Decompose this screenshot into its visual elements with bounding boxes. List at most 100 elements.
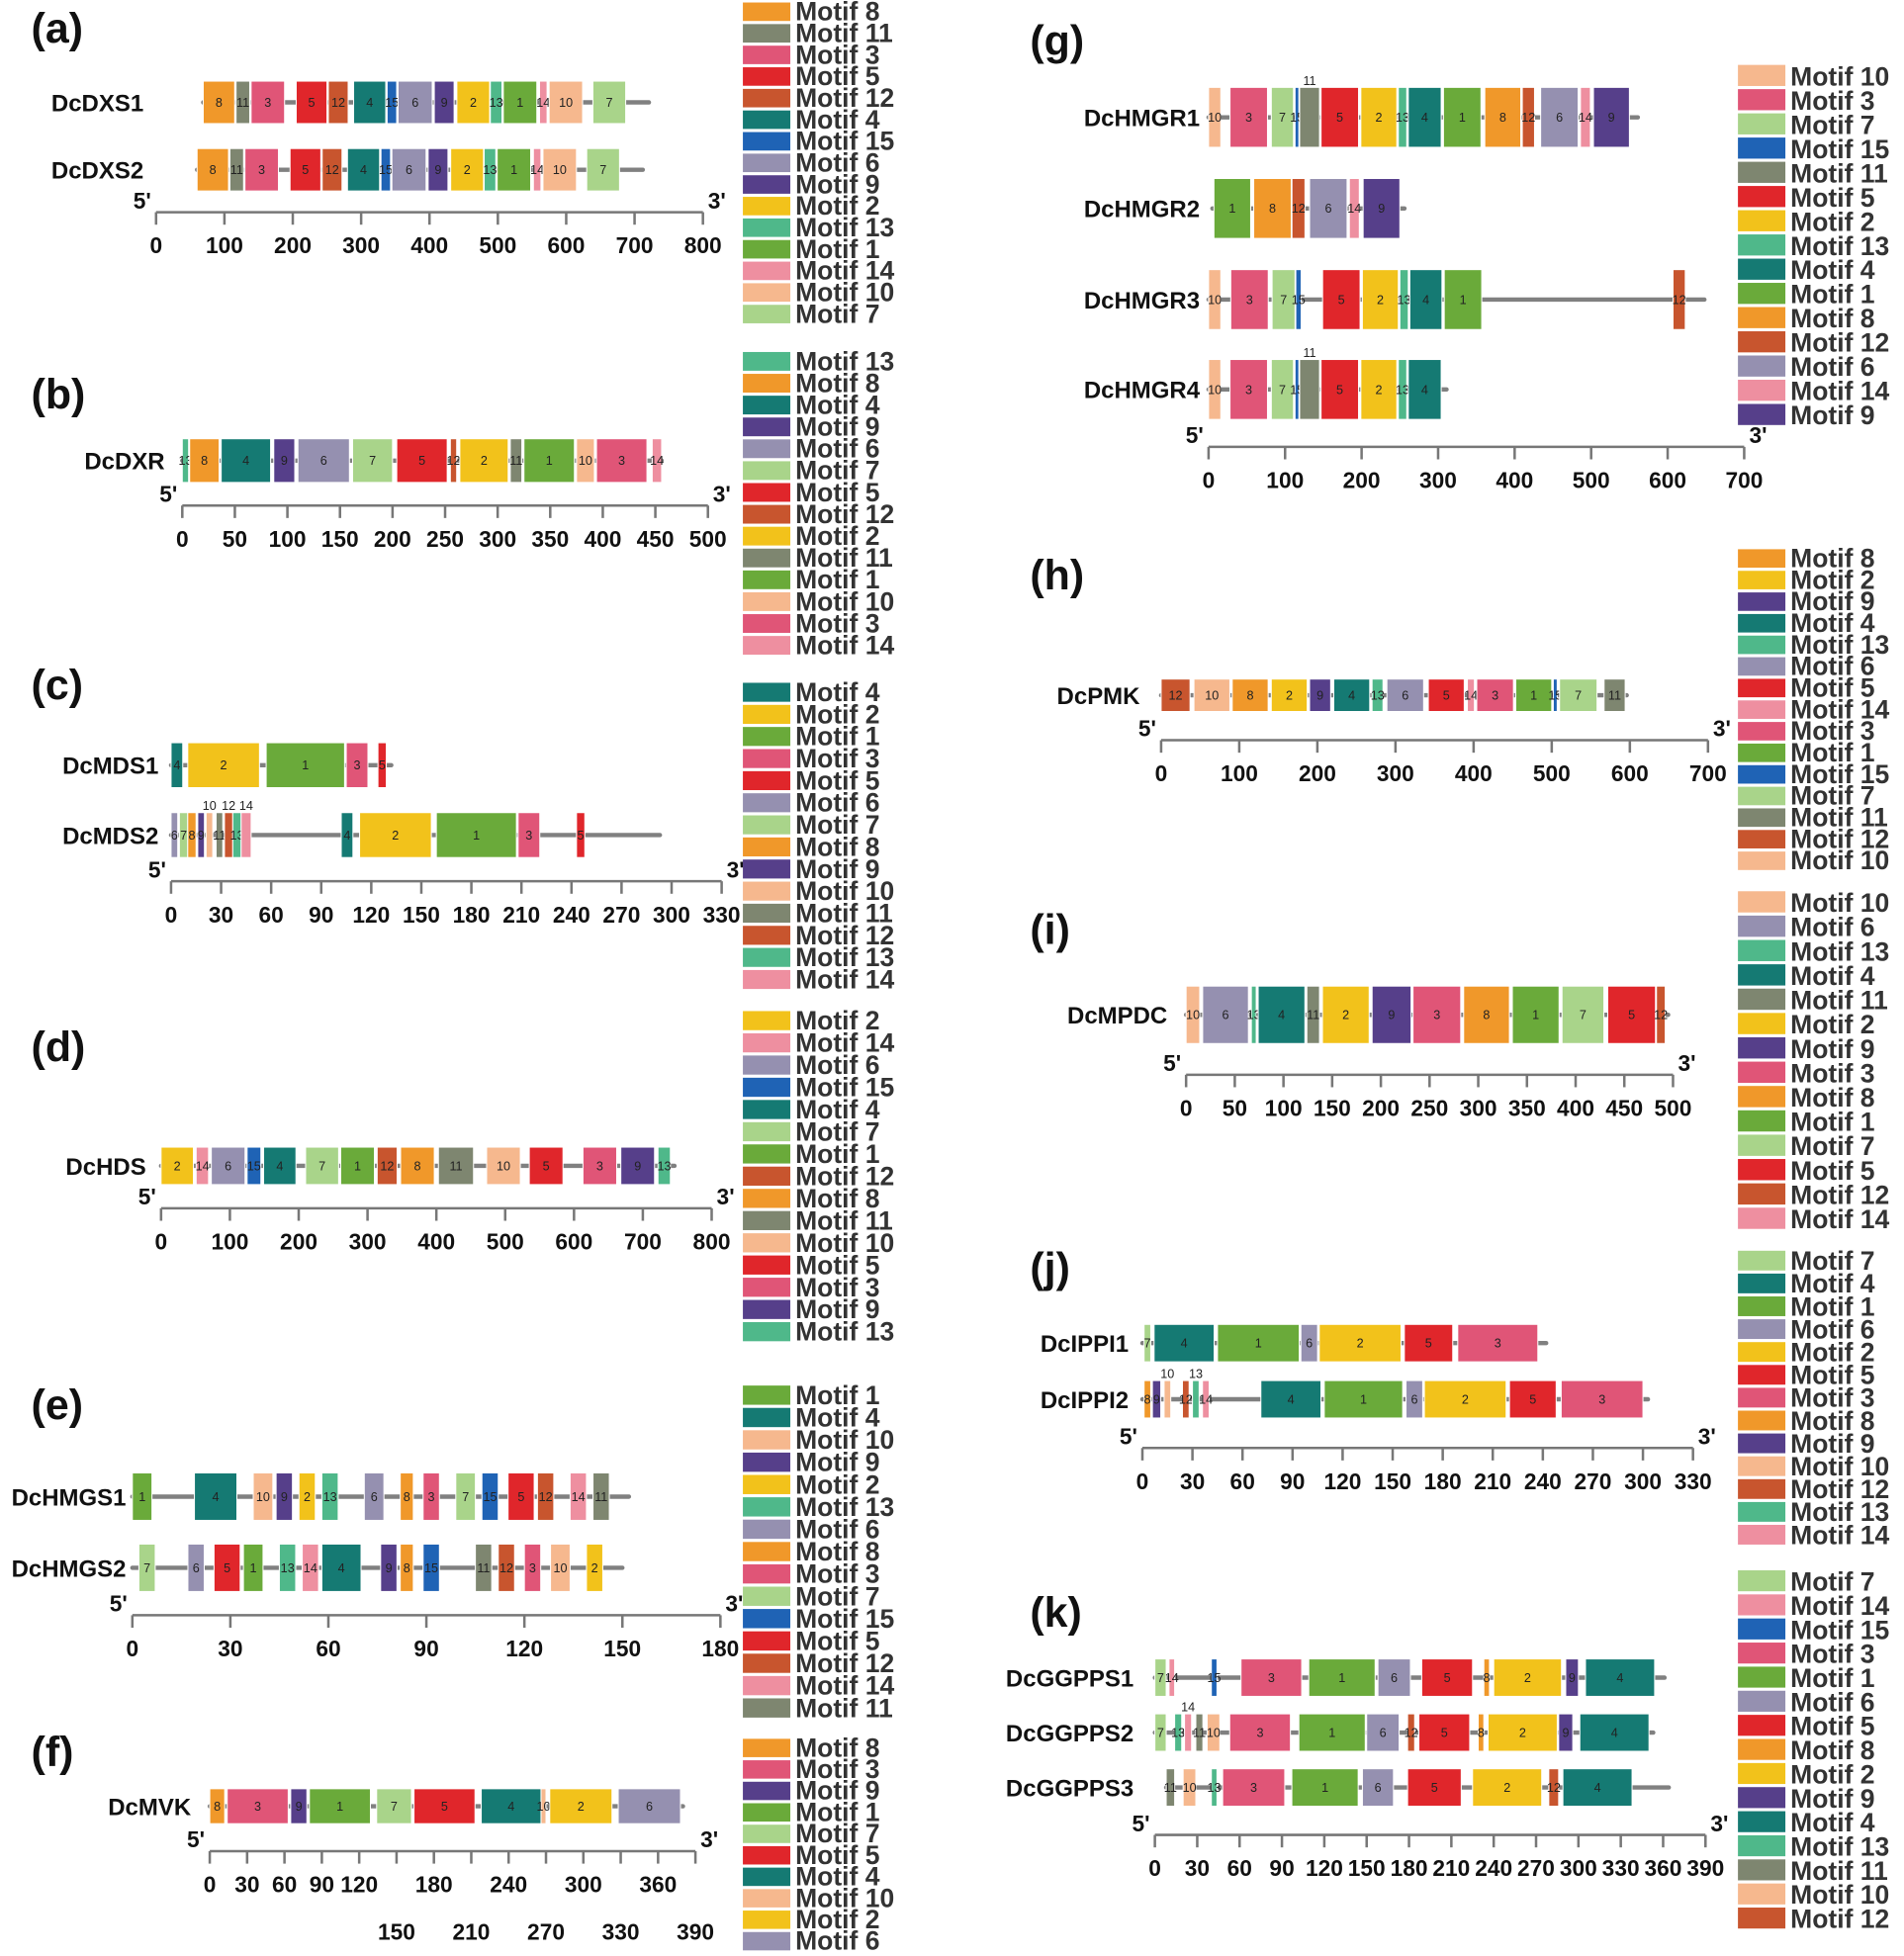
legend-swatch-1: [743, 1385, 791, 1405]
motif-box-12: [327, 80, 349, 125]
tick-label: 60: [316, 1636, 340, 1661]
legend-swatch-7: [743, 1586, 791, 1606]
legend-swatch-8: [1738, 307, 1786, 328]
motif-number: 1: [1459, 111, 1466, 125]
motif-number: 8: [414, 1159, 421, 1173]
motif-box-7: [1143, 1323, 1151, 1363]
motif-box-1: [1308, 1658, 1376, 1697]
legend-label: Motif 10: [1790, 61, 1889, 91]
legend-label: Motif 7: [795, 1116, 879, 1146]
motif-number: 10: [553, 1561, 567, 1575]
panel-label: (e): [32, 1381, 83, 1429]
motif-box-9: [273, 438, 296, 484]
tick-label: 30: [1180, 1468, 1205, 1494]
legend-label: Motif 9: [795, 854, 879, 884]
motif-box-5: [396, 438, 448, 484]
motif-box-5: [1427, 678, 1465, 713]
motif-box-3: [1229, 86, 1268, 148]
motif-number: 5: [224, 1561, 230, 1575]
motif-box-2: [298, 1471, 317, 1521]
legend-label: Motif 11: [795, 18, 893, 47]
motif-box-2: [1360, 86, 1398, 148]
gene-row: DcHMGS1 1 4 10 9 2 13 6 8 3 7 15 5 12 14 11: [12, 1471, 632, 1521]
legend-swatch-11: [1738, 988, 1786, 1011]
tick-label: 500: [487, 1229, 524, 1255]
motif-number: 4: [1422, 293, 1429, 307]
motif-number: 13: [230, 829, 244, 843]
legend-label: Motif 12: [795, 921, 894, 950]
motif-box-1: [132, 1471, 153, 1521]
tick-label: 500: [689, 526, 727, 552]
tick-label: 180: [415, 1872, 453, 1898]
motif-box-14: [195, 1146, 210, 1186]
motif-number: 4: [343, 829, 350, 843]
legend-swatch-8: [1738, 549, 1786, 569]
legend-swatch-2: [1738, 571, 1786, 589]
legend-swatch-12: [743, 926, 791, 945]
motif-number: 2: [1377, 293, 1384, 307]
legend-label: Motif 1: [795, 1139, 879, 1169]
motif-box-1: [1291, 1768, 1359, 1808]
motif-number: 3: [354, 758, 361, 772]
legend-label: Motif 12: [1790, 1474, 1889, 1504]
tick-label: 400: [417, 1229, 455, 1255]
legend-swatch-7: [1738, 1134, 1786, 1156]
motif-number: 8: [404, 1490, 410, 1504]
motif-number: 14: [1347, 202, 1361, 216]
legend-label: Motif 10: [1790, 845, 1889, 875]
tick-label: 240: [490, 1872, 527, 1898]
three-prime-label: 3': [1749, 422, 1767, 448]
legend-swatch-5: [1738, 678, 1786, 698]
legend-label: Motif 13: [795, 213, 894, 242]
tick-label: 400: [1557, 1095, 1594, 1120]
five-prime-label: 5': [1120, 1423, 1137, 1449]
tick-label: 700: [1725, 468, 1763, 493]
legend-swatch-6: [743, 793, 791, 813]
motif-number: 10: [1205, 689, 1219, 703]
motif-number: 13: [178, 454, 192, 468]
motif-number: 13: [1247, 1009, 1261, 1022]
motif-box-3: [1229, 269, 1269, 330]
motif-box-4: [346, 147, 381, 192]
motif-number: 4: [1181, 1337, 1188, 1351]
legend-label: Motif 12: [795, 1161, 894, 1191]
motif-number: 10: [1183, 1781, 1197, 1795]
legend-label: Motif 5: [1790, 672, 1874, 702]
motif-number: 9: [441, 96, 448, 110]
gene-row: DcPMK 12 10 8 2 9 4 13 6 5 14 3 1 15 7 11: [1057, 678, 1629, 713]
legend-swatch-9: [743, 417, 791, 437]
legend-swatch-5: [1738, 1159, 1786, 1181]
position-axis: 5' 3' 0 30 60 90 120 150 180 210 240 270 300 330: [148, 856, 745, 927]
panel-label: (h): [1030, 552, 1084, 599]
legend-label: Motif 14: [1790, 1520, 1889, 1550]
legend-swatch-7: [743, 815, 791, 835]
motif-number: 2: [221, 758, 227, 772]
five-prime-label: 5': [138, 1184, 156, 1209]
legend-swatch-2: [1738, 1342, 1786, 1363]
legend-swatch-12: [743, 1653, 791, 1673]
tick-label: 180: [453, 902, 491, 928]
motif-box-4: [1407, 359, 1442, 420]
motif-number: 1: [1338, 1671, 1345, 1685]
tick-label: 200: [1362, 1095, 1400, 1120]
motif-box-8: [209, 1788, 226, 1824]
motif-box-4: [1408, 269, 1443, 330]
legend-label: Motif 4: [1790, 961, 1875, 991]
legend-swatch-13: [1738, 234, 1786, 256]
motif-box-3: [1228, 1713, 1292, 1752]
legend-swatch-3: [743, 1278, 791, 1297]
motif-box-5: [1508, 1379, 1557, 1419]
motif-box-2: [1321, 985, 1370, 1044]
legend-label: Motif 15: [795, 127, 894, 156]
motif-number: 3: [1598, 1392, 1605, 1406]
motif-box-10: [252, 1471, 274, 1521]
motif-number: 15: [385, 96, 399, 110]
motif-number: 12: [1673, 293, 1686, 307]
gene-name: DcHMGR4: [1084, 378, 1201, 404]
tick-label: 0: [126, 1636, 138, 1661]
legend-label: Motif 13: [1790, 231, 1889, 261]
legend-swatch-4: [1738, 258, 1786, 280]
legend-swatch-1: [743, 1803, 791, 1823]
